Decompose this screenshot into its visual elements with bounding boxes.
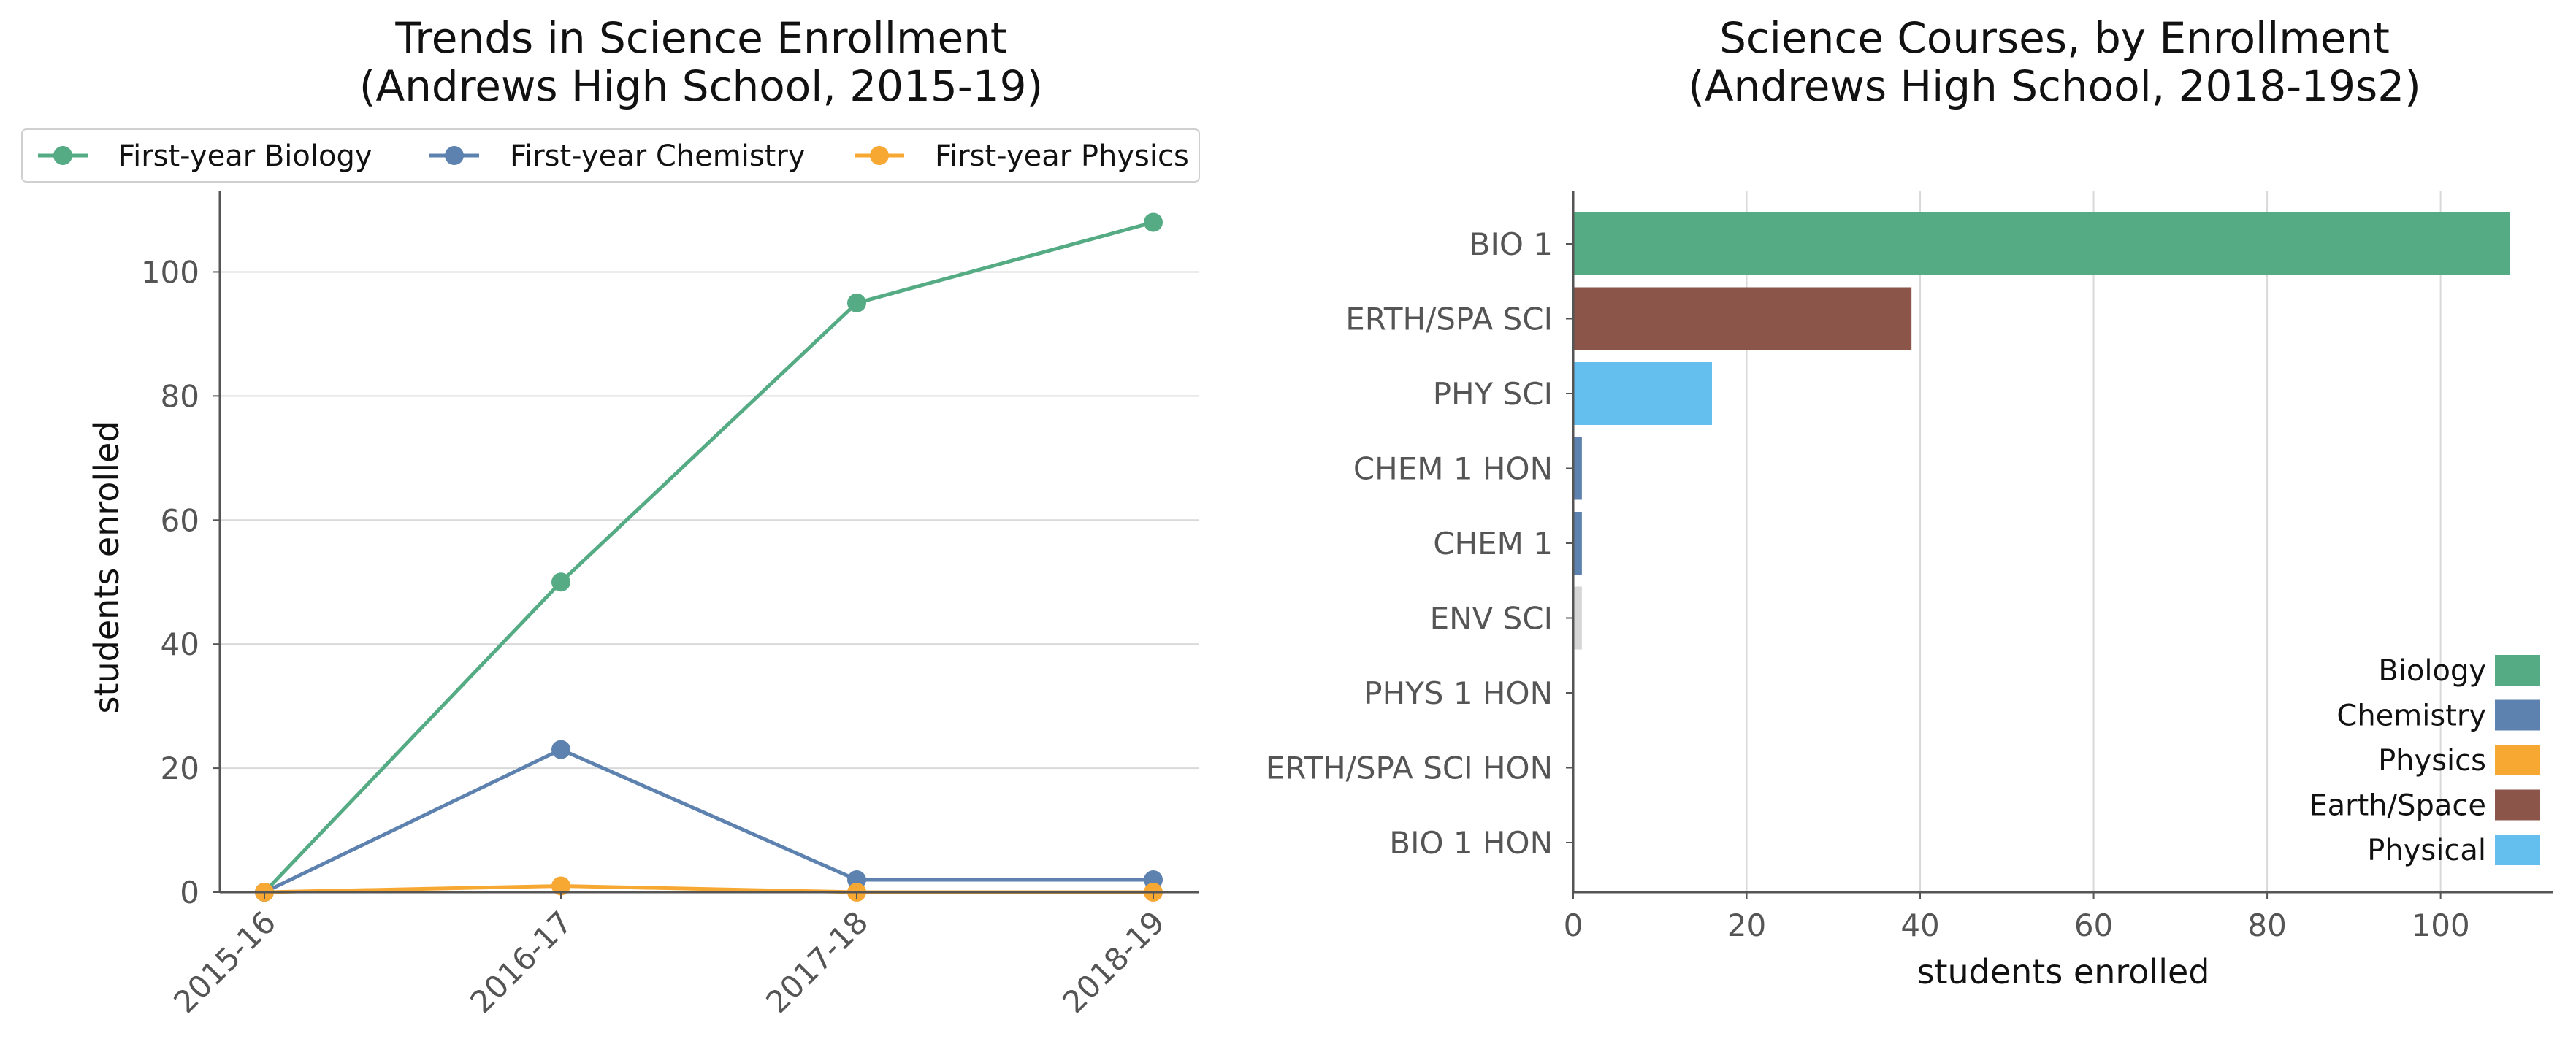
legend-label-0: Biology — [2378, 654, 2486, 688]
legend-label-3: Earth/Space — [2309, 789, 2486, 823]
bar-1 — [1573, 287, 1912, 350]
legend-marker-0 — [53, 146, 72, 165]
line-chart-panel: Trends in Science Enrollment (Andrews Hi… — [21, 13, 1200, 1020]
bar-5 — [1573, 586, 1582, 650]
left-series-points — [255, 212, 1163, 902]
series-0-point — [847, 293, 866, 312]
left-chart-title-line-1: Trends in Science Enrollment — [394, 13, 1006, 63]
right-chart-title-line-2: (Andrews High School, 2018-19s2) — [1688, 61, 2420, 111]
legend-swatch-4 — [2495, 835, 2540, 865]
category-label-4: CHEM 1 — [1433, 526, 1553, 561]
left-x-ticks: 2015-16 2016-17 2017-18 2018-19 — [167, 892, 1172, 1020]
left-legend-frame — [21, 128, 1200, 183]
right-x-tick-label: 40 — [1900, 908, 1939, 943]
series-line-1 — [263, 748, 1153, 894]
left-y-tick-label: 100 — [141, 254, 199, 290]
right-x-axis-label: students enrolled — [1917, 952, 2210, 991]
right-x-ticks: 0 20 40 60 80 100 — [1564, 892, 2470, 943]
left-y-tick-label: 20 — [161, 751, 199, 786]
legend-label-1: First-year Chemistry — [510, 139, 805, 173]
left-y-ticks: 0 20 40 60 80 100 — [141, 254, 220, 910]
left-grid — [220, 271, 1199, 770]
right-x-tick-label: 20 — [1727, 908, 1766, 943]
category-label-0: BIO 1 — [1469, 226, 1553, 262]
category-label-8: BIO 1 HON — [1389, 825, 1553, 861]
legend-swatch-1 — [2495, 699, 2540, 731]
bar-chart-panel: Science Courses, by Enrollment (Andrews … — [1266, 13, 2553, 991]
left-y-tick-label: 80 — [161, 378, 199, 414]
legend-label-2: First-year Physics — [935, 139, 1189, 173]
right-chart-title-line-1: Science Courses, by Enrollment — [1719, 13, 2390, 63]
right-category-labels: BIO 1 ERTH/SPA SCI PHY SCI CHEM 1 HON CHEM 1… — [1266, 226, 1573, 861]
left-x-tick-label: 2016-17 — [463, 904, 579, 1020]
category-label-6: PHYS 1 HON — [1364, 675, 1553, 711]
left-x-tick-label: 2017-18 — [759, 904, 875, 1020]
legend-label-2: Physics — [2378, 744, 2486, 778]
left-x-tick-label: 2015-16 — [167, 904, 283, 1020]
category-label-5: ENV SCI — [1430, 601, 1553, 637]
right-legend: Biology Chemistry Physics Earth/Space Physic… — [2309, 654, 2540, 867]
legend-swatch-0 — [2495, 655, 2540, 686]
left-x-tick-label: 2018-19 — [1055, 904, 1172, 1020]
series-1-point — [551, 740, 570, 759]
bar-0 — [1573, 212, 2510, 275]
left-series-lines — [263, 220, 1154, 894]
left-y-tick-label: 0 — [180, 875, 199, 910]
right-x-tick-label: 60 — [2074, 908, 2113, 943]
series-0-point — [1144, 212, 1163, 232]
category-label-2: PHY SCI — [1433, 376, 1553, 412]
series-0-point — [551, 572, 570, 592]
left-y-axis-label: students enrolled — [87, 421, 126, 714]
right-x-tick-label: 0 — [1564, 908, 1583, 943]
left-legend: First-year Biology First-year Chemistry Fi… — [21, 128, 1200, 183]
category-label-3: CHEM 1 HON — [1353, 451, 1553, 487]
left-chart-title-line-2: (Andrews High School, 2015-19) — [359, 61, 1043, 111]
legend-swatch-2 — [2495, 745, 2540, 775]
bar-2 — [1573, 362, 1713, 425]
left-y-tick-label: 40 — [161, 626, 199, 662]
legend-label-1: Chemistry — [2336, 699, 2486, 733]
series-line-0 — [263, 220, 1154, 894]
legend-marker-1 — [445, 146, 464, 165]
category-label-1: ERTH/SPA SCI — [1345, 302, 1553, 337]
legend-label-4: Physical — [2367, 834, 2486, 867]
bar-4 — [1573, 512, 1582, 575]
legend-marker-2 — [870, 146, 889, 165]
right-x-tick-label: 100 — [2412, 908, 2470, 943]
legend-label-0: First-year Biology — [118, 139, 372, 173]
series-2-point — [551, 876, 570, 896]
right-x-tick-label: 80 — [2247, 908, 2286, 943]
category-label-7: ERTH/SPA SCI HON — [1266, 751, 1553, 786]
right-bars — [1573, 212, 2510, 650]
bar-3 — [1573, 437, 1582, 500]
left-y-tick-label: 60 — [161, 502, 199, 538]
legend-swatch-3 — [2495, 789, 2540, 821]
